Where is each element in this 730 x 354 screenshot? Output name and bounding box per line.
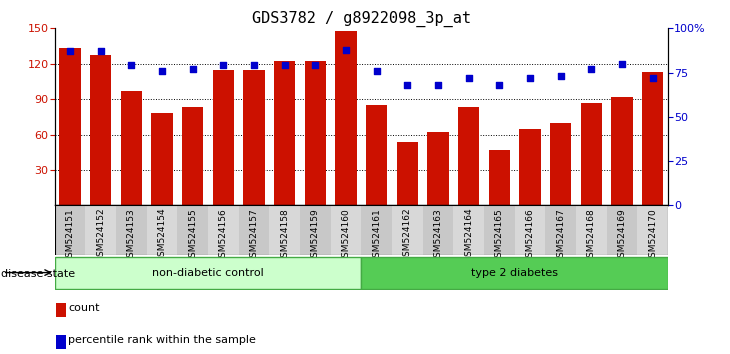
Text: GSM524153: GSM524153 <box>127 208 136 263</box>
Bar <box>151 113 173 205</box>
Text: GDS3782 / g8922098_3p_at: GDS3782 / g8922098_3p_at <box>252 11 471 27</box>
Text: GSM524169: GSM524169 <box>618 208 626 263</box>
Text: GSM524157: GSM524157 <box>250 208 258 263</box>
Text: GSM524170: GSM524170 <box>648 208 657 263</box>
Text: count: count <box>68 303 99 313</box>
Bar <box>361 205 392 255</box>
Bar <box>335 31 357 205</box>
Bar <box>147 205 177 255</box>
Point <box>187 66 199 72</box>
Bar <box>637 205 668 255</box>
Text: GSM524154: GSM524154 <box>158 208 166 262</box>
Point <box>647 75 658 81</box>
Bar <box>55 257 361 289</box>
Point <box>493 82 505 88</box>
Bar <box>243 70 265 205</box>
Point <box>432 82 444 88</box>
Bar <box>274 61 296 205</box>
Text: GSM524152: GSM524152 <box>96 208 105 262</box>
Bar <box>611 97 633 205</box>
Point <box>585 66 597 72</box>
Point <box>279 63 291 68</box>
Text: percentile rank within the sample: percentile rank within the sample <box>68 335 256 345</box>
Bar <box>269 205 300 255</box>
Point <box>218 63 229 68</box>
Bar <box>331 205 361 255</box>
Bar <box>85 205 116 255</box>
Bar <box>519 129 541 205</box>
Bar <box>208 205 239 255</box>
Bar <box>55 205 85 255</box>
Bar <box>120 91 142 205</box>
Text: GSM524159: GSM524159 <box>311 208 320 263</box>
Bar <box>427 132 449 205</box>
Text: GSM524155: GSM524155 <box>188 208 197 263</box>
Point <box>64 48 76 54</box>
Point <box>402 82 413 88</box>
Point <box>126 63 137 68</box>
Bar <box>366 105 388 205</box>
Point <box>310 63 321 68</box>
Text: disease state: disease state <box>1 269 76 279</box>
Point <box>524 75 536 81</box>
Bar <box>396 142 418 205</box>
Bar <box>515 205 545 255</box>
Text: GSM524158: GSM524158 <box>280 208 289 263</box>
Bar <box>488 150 510 205</box>
Text: GSM524163: GSM524163 <box>434 208 442 263</box>
Bar <box>59 48 81 205</box>
Text: GSM524167: GSM524167 <box>556 208 565 263</box>
Bar <box>177 205 208 255</box>
Bar <box>642 72 664 205</box>
Point <box>248 63 260 68</box>
Text: GSM524161: GSM524161 <box>372 208 381 263</box>
Point <box>371 68 383 74</box>
Bar <box>545 205 576 255</box>
Text: GSM524162: GSM524162 <box>403 208 412 262</box>
Bar <box>90 56 112 205</box>
Bar <box>423 205 453 255</box>
Bar <box>484 205 515 255</box>
Point <box>156 68 168 74</box>
Bar <box>361 257 668 289</box>
Bar <box>182 107 204 205</box>
Point <box>616 61 628 67</box>
Text: non-diabetic control: non-diabetic control <box>152 268 264 278</box>
Text: GSM524164: GSM524164 <box>464 208 473 262</box>
Bar <box>239 205 269 255</box>
Bar <box>116 205 147 255</box>
Bar <box>304 61 326 205</box>
Text: GSM524166: GSM524166 <box>526 208 534 263</box>
Text: GSM524156: GSM524156 <box>219 208 228 263</box>
Bar <box>576 205 607 255</box>
Bar <box>392 205 423 255</box>
Bar <box>580 103 602 205</box>
Text: GSM524151: GSM524151 <box>66 208 74 263</box>
Bar <box>458 107 480 205</box>
Point <box>340 47 352 52</box>
Point <box>463 75 474 81</box>
Bar <box>453 205 484 255</box>
Point <box>555 73 566 79</box>
Bar <box>550 123 572 205</box>
Text: GSM524168: GSM524168 <box>587 208 596 263</box>
Bar <box>300 205 331 255</box>
Text: type 2 diabetes: type 2 diabetes <box>471 268 558 278</box>
Point <box>95 48 107 54</box>
Text: GSM524160: GSM524160 <box>342 208 350 263</box>
Bar <box>607 205 637 255</box>
Bar <box>212 70 234 205</box>
Text: GSM524165: GSM524165 <box>495 208 504 263</box>
